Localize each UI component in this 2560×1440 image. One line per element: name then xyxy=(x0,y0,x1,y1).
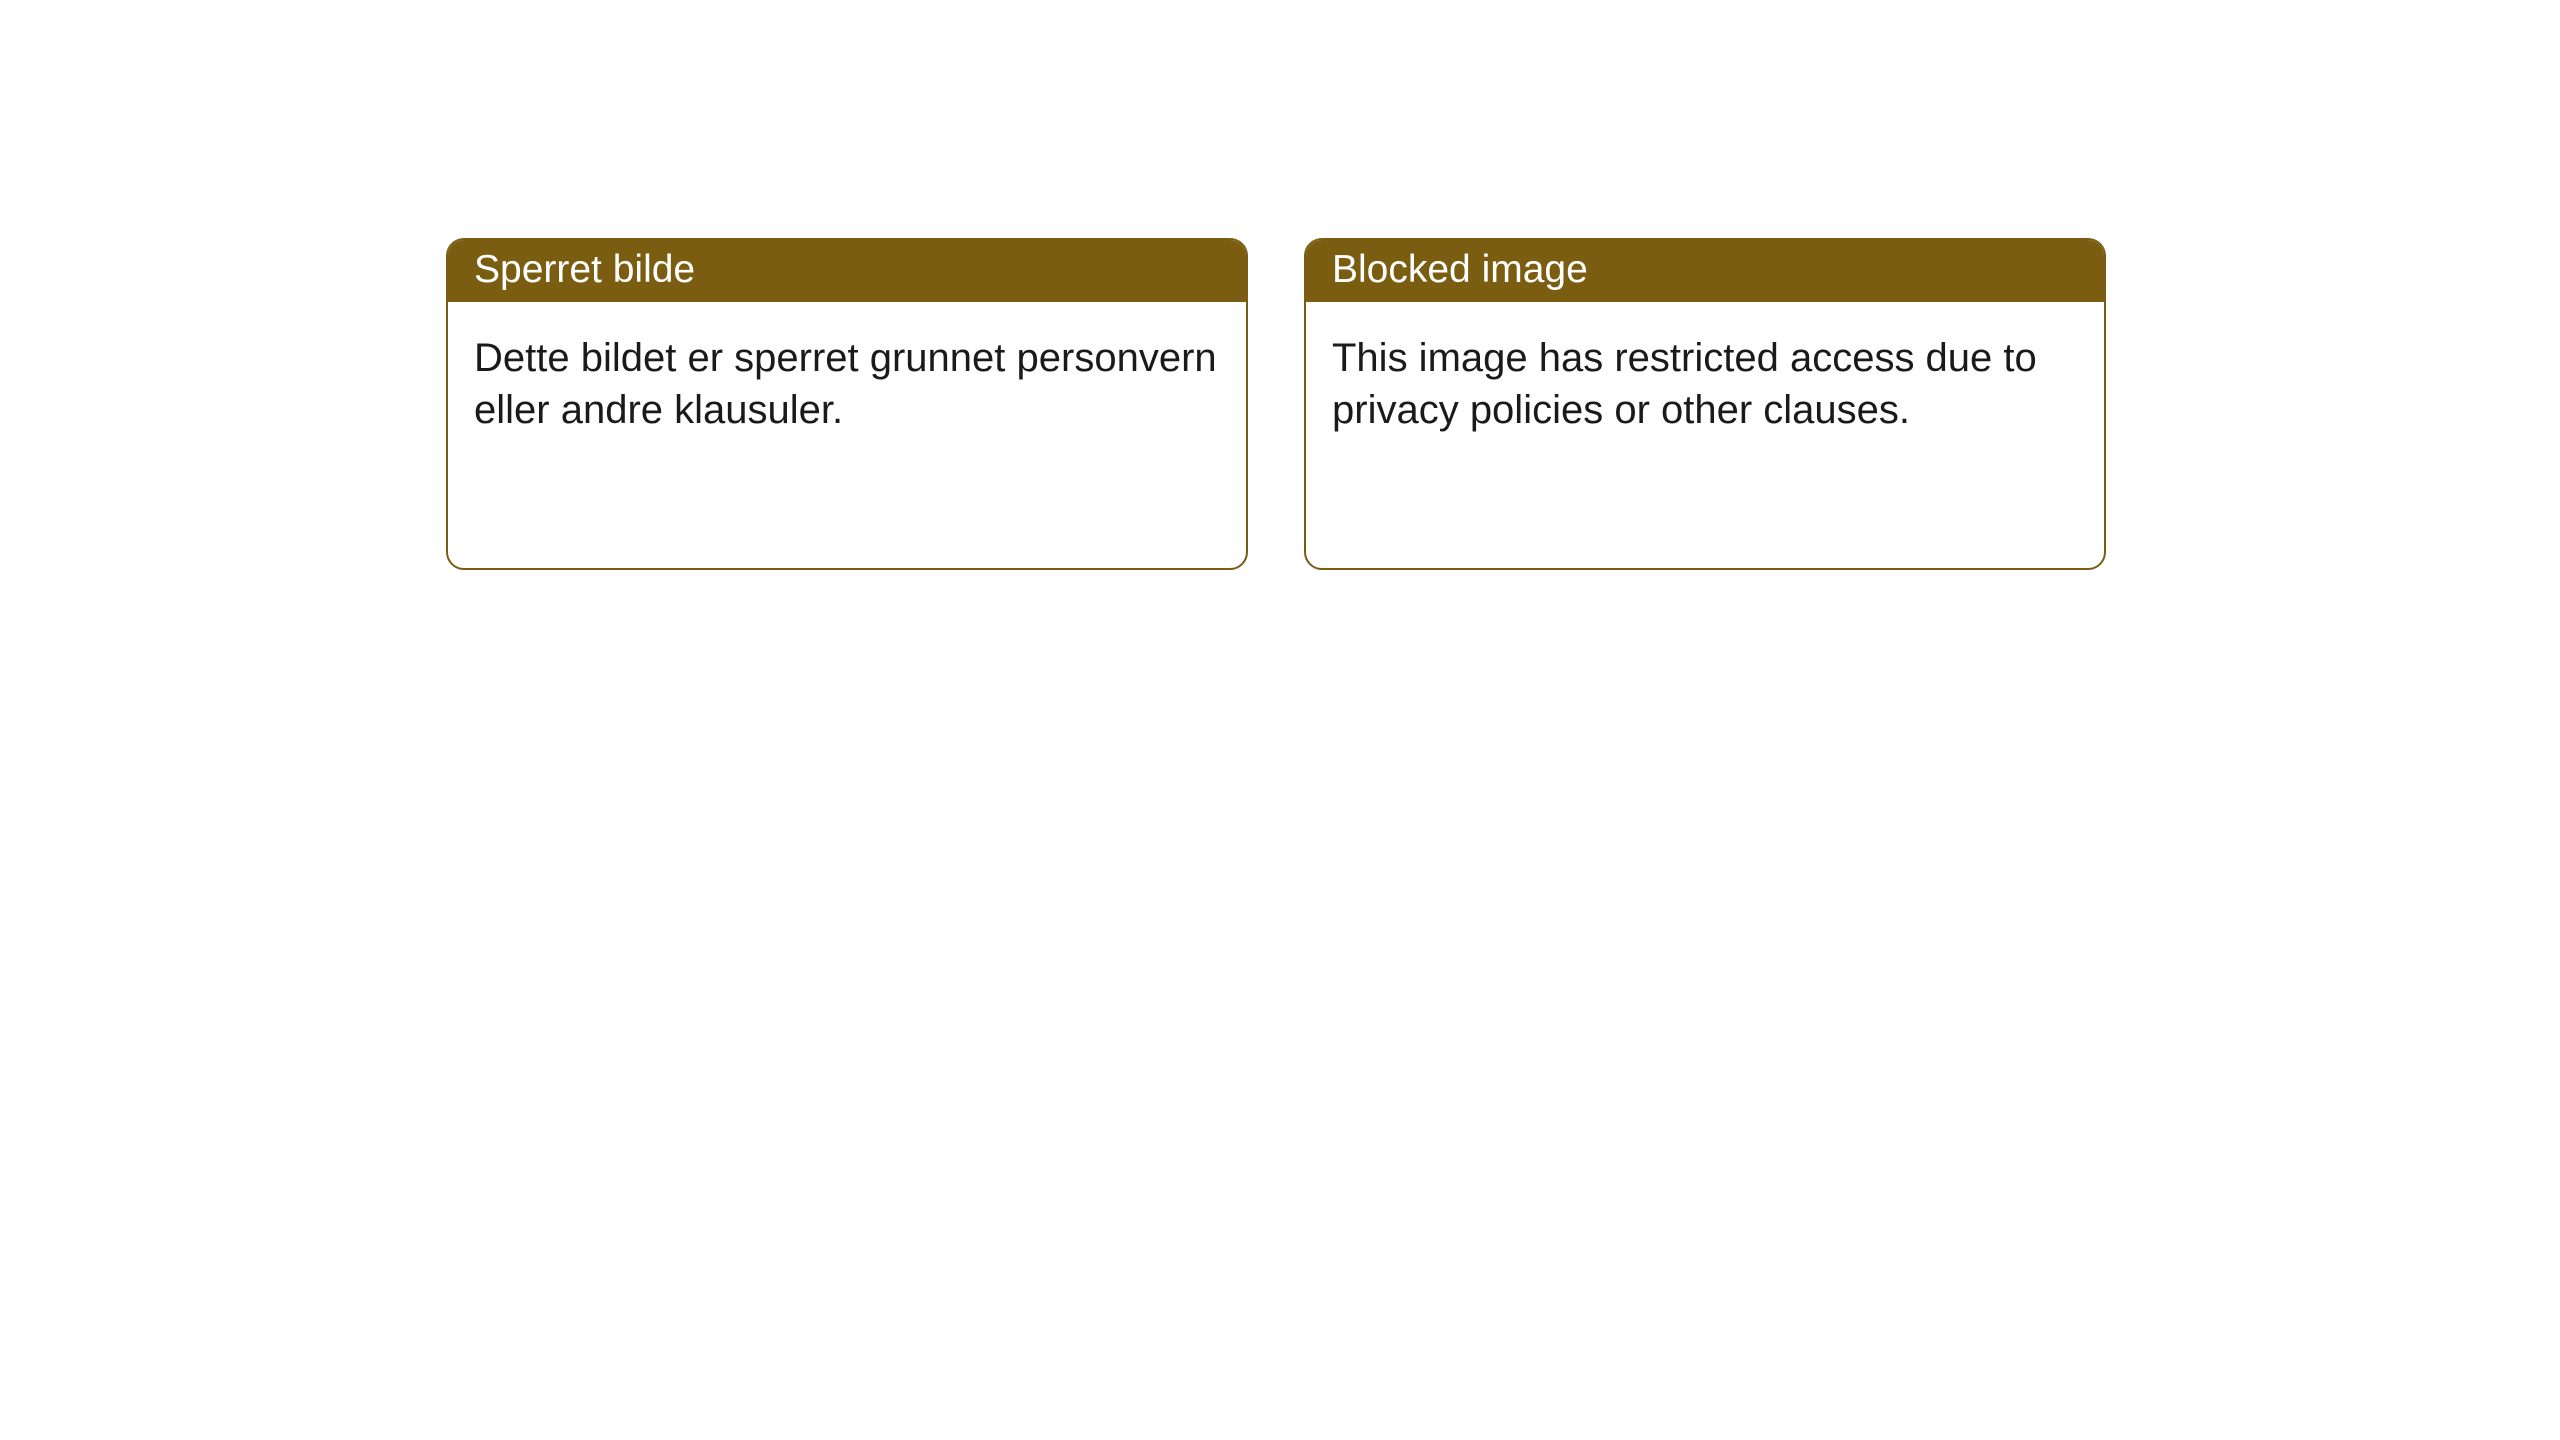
notice-header: Sperret bilde xyxy=(448,240,1246,302)
notice-body-text: Dette bildet er sperret grunnet personve… xyxy=(474,336,1217,432)
notice-container: Sperret bilde Dette bildet er sperret gr… xyxy=(0,0,2560,570)
notice-box-english: Blocked image This image has restricted … xyxy=(1304,238,2106,570)
notice-title: Sperret bilde xyxy=(474,248,695,291)
notice-body-text: This image has restricted access due to … xyxy=(1332,336,2037,432)
notice-header: Blocked image xyxy=(1306,240,2104,302)
notice-title: Blocked image xyxy=(1332,248,1588,291)
notice-box-norwegian: Sperret bilde Dette bildet er sperret gr… xyxy=(446,238,1248,570)
notice-body: Dette bildet er sperret grunnet personve… xyxy=(448,302,1246,466)
notice-body: This image has restricted access due to … xyxy=(1306,302,2104,466)
